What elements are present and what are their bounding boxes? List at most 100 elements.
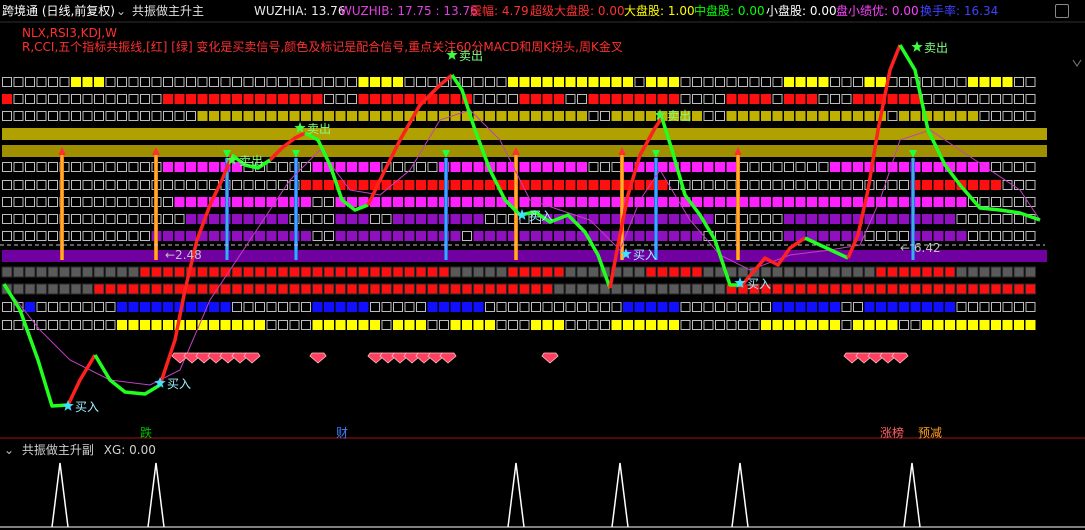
- signal-cell: [887, 111, 898, 121]
- signal-cell: [726, 302, 737, 312]
- signal-cell: [335, 231, 346, 241]
- signal-cell: [1014, 320, 1024, 330]
- signal-cell: [887, 283, 898, 295]
- sell-star-icon: [654, 109, 666, 120]
- signal-cell: [979, 162, 990, 172]
- signal-cell: [726, 111, 737, 121]
- signal-cell: [887, 180, 898, 190]
- signal-cell: [646, 94, 656, 104]
- signal-cell: [496, 77, 507, 87]
- signal-cell: [105, 266, 116, 278]
- signal-cell: [231, 283, 243, 295]
- signal-cell: [393, 111, 403, 121]
- signal-cell: [335, 283, 346, 295]
- signal-cell: [323, 283, 335, 295]
- signal-cell: [392, 283, 404, 295]
- signal-cell: [128, 197, 139, 207]
- signal-cell: [703, 266, 714, 278]
- signal-cell: [645, 266, 657, 278]
- signal-cell: [634, 283, 645, 295]
- signal-cell: [416, 162, 426, 172]
- signal-cell: [324, 197, 334, 207]
- signal-cell: [13, 162, 24, 172]
- signal-cell: [991, 320, 1001, 330]
- signal-cell: [2, 231, 12, 241]
- chevron-down-icon[interactable]: ⌄: [116, 4, 127, 18]
- signal-cell: [554, 94, 564, 104]
- signal-cell: [312, 197, 323, 207]
- signal-cell: [416, 77, 426, 87]
- signal-cell: [496, 266, 507, 278]
- collapse-icon[interactable]: ⌄: [4, 443, 15, 457]
- signal-cell: [128, 162, 139, 172]
- signal-cell: [692, 162, 702, 172]
- signal-cell: [71, 162, 81, 172]
- signal-cell: [715, 214, 725, 224]
- signal-cell: [611, 302, 622, 312]
- signal-cell: [875, 266, 887, 278]
- signal-cell: [1014, 302, 1024, 312]
- signal-cell: [795, 266, 806, 278]
- resonance-line-segment: [268, 131, 306, 162]
- sell-label: 卖出: [307, 122, 331, 136]
- signal-cell: [266, 197, 277, 207]
- signal-cell: [1025, 283, 1036, 295]
- signal-cell: [738, 77, 748, 87]
- signal-cell: [853, 162, 863, 172]
- signal-cell: [956, 94, 967, 104]
- signal-cell: [186, 320, 196, 330]
- signal-cell: [301, 180, 311, 190]
- signal-cell: [427, 214, 438, 224]
- signal-cell: [691, 266, 703, 278]
- signal-cell: [393, 180, 403, 190]
- signal-cell: [393, 94, 403, 104]
- signal-cell: [933, 320, 944, 330]
- lower-panel-title[interactable]: 共振做主升副: [21, 443, 94, 457]
- signal-cell: [36, 214, 47, 224]
- signal-cell: [565, 231, 576, 241]
- signal-cell: [519, 302, 530, 312]
- header-item-turnover: 换手率: 16.34: [920, 4, 999, 18]
- signal-cell: [404, 266, 415, 278]
- signal-cell: [691, 283, 703, 295]
- signal-cell: [726, 162, 737, 172]
- signal-cell: [2, 197, 12, 207]
- signal-cell: [703, 162, 714, 172]
- indicator-name[interactable]: 共振做主升主: [132, 4, 205, 18]
- signal-cell: [128, 283, 139, 295]
- signal-cell: [47, 283, 59, 295]
- signal-cell: [795, 320, 806, 330]
- collapse-icon[interactable]: [1055, 4, 1069, 18]
- stock-title[interactable]: 跨境通 (日线,前复权): [2, 4, 115, 18]
- signal-cell: [853, 77, 863, 87]
- signal-cell: [450, 197, 461, 207]
- signal-cell: [174, 162, 185, 172]
- signal-cell: [140, 320, 150, 330]
- signal-cell: [565, 94, 576, 104]
- signal-cell: [13, 214, 24, 224]
- signal-cell: [335, 302, 346, 312]
- signal-cell: [415, 266, 427, 278]
- signal-cell: [427, 180, 438, 190]
- signal-cell: [473, 94, 484, 104]
- signal-cell: [899, 77, 909, 87]
- signal-cell: [531, 111, 541, 121]
- signal-cell: [25, 111, 35, 121]
- sell-label: 卖出: [239, 154, 263, 168]
- signal-cell: [48, 231, 58, 241]
- signal-cell: [243, 94, 254, 104]
- signal-cell: [208, 266, 220, 278]
- signal-cell: [577, 77, 587, 87]
- signal-cell: [531, 302, 541, 312]
- signal-cell: [991, 197, 1001, 207]
- signal-cell: [542, 180, 553, 190]
- signal-cell: [232, 197, 242, 207]
- signal-cell: [94, 197, 104, 207]
- signal-cell: [1014, 77, 1024, 87]
- signal-cell: [830, 111, 840, 121]
- signal-cell: [117, 231, 127, 241]
- signal-cell: [381, 283, 392, 295]
- signal-cell: [818, 111, 829, 121]
- signal-cell: [335, 94, 346, 104]
